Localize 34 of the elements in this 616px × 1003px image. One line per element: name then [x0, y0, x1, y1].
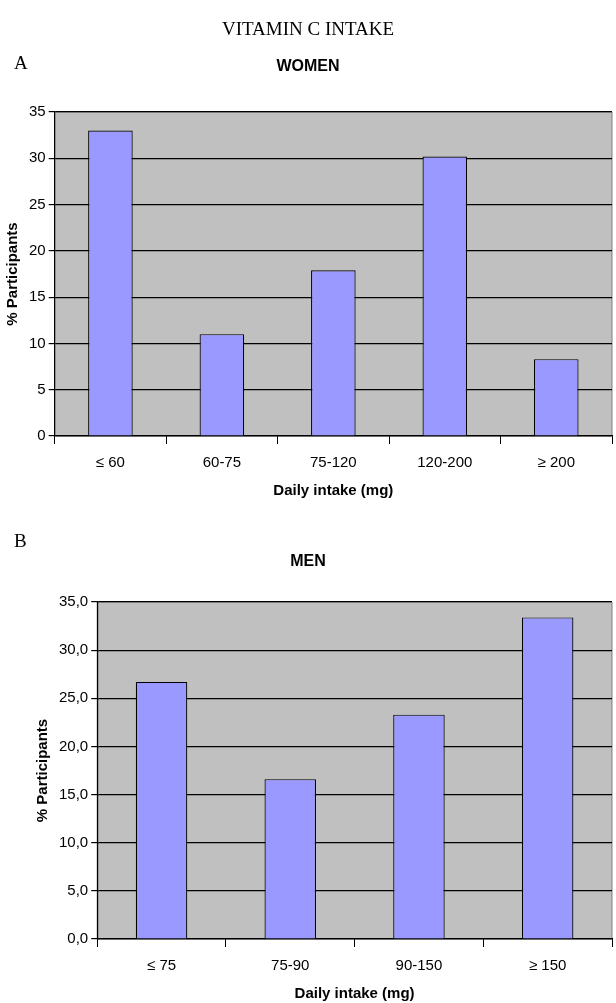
x-tick-label: 120-200 — [417, 453, 473, 471]
x-tick-label: ≥ 150 — [528, 956, 567, 974]
y-tick-label: 25 — [29, 194, 46, 212]
x-tick-label: ≥ 200 — [537, 453, 575, 471]
x-tick-label: 60-75 — [202, 453, 242, 471]
y-tick-label: 25,0 — [58, 688, 89, 706]
y-tick-label: 0,0 — [67, 929, 89, 947]
x-tick-label: 75-90 — [271, 956, 310, 974]
y-tick-label: 20 — [29, 241, 46, 258]
text: A — [14, 52, 28, 74]
y-tick-label: 15,0 — [58, 784, 89, 802]
y-tick-label: 35,0 — [58, 592, 89, 610]
y-axis-title: % Participants — [33, 718, 51, 823]
y-tick-label: 10,0 — [58, 832, 89, 850]
y-tick-label: 5,0 — [67, 881, 89, 898]
y-tick-label: 35 — [29, 102, 46, 120]
x-tick-label: ≤ 75 — [147, 956, 177, 974]
x-tick-label: ≤ 60 — [95, 453, 125, 471]
y-tick-label: 0 — [37, 426, 46, 444]
y-tick-label: 30 — [29, 148, 46, 166]
chart-subtitle: WOMEN — [276, 57, 340, 74]
chart-title: MEN — [289, 552, 327, 570]
y-tick-label: 20,0 — [58, 736, 89, 754]
text: B — [14, 530, 27, 552]
x-tick-label: 75-120 — [309, 453, 357, 471]
y-axis-title: % Participants — [3, 222, 21, 326]
x-axis-title: Daily intake (mg) — [294, 984, 415, 1002]
y-tick-label: 10 — [29, 333, 46, 351]
x-axis-title: Daily intake (mg) — [273, 481, 394, 499]
y-tick-label: 5 — [37, 379, 46, 397]
y-tick-label: 15 — [29, 287, 46, 305]
y-tick-label: 30,0 — [58, 640, 89, 658]
chart-title: VITAMIN C INTAKE — [220, 18, 396, 40]
x-tick-label: 90-150 — [395, 956, 443, 974]
